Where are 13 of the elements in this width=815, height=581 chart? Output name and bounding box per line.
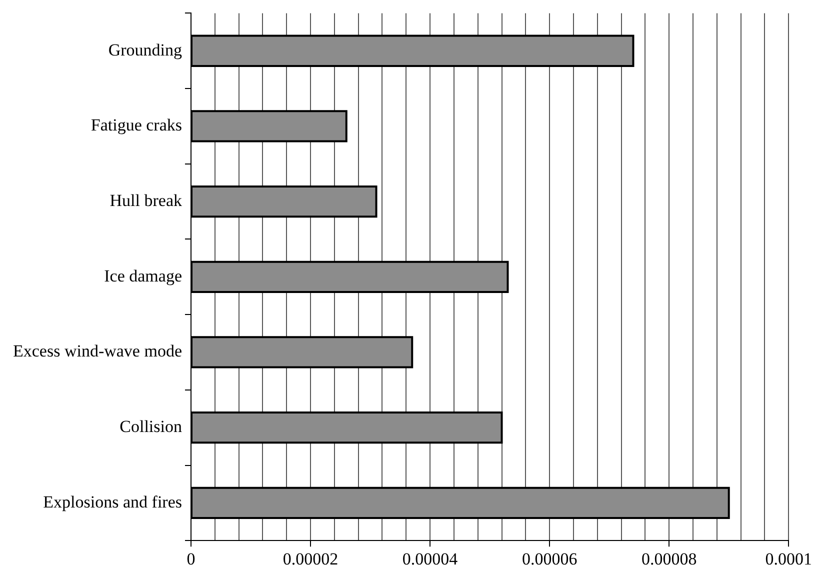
y-tick-label: Excess wind-wave mode [12,342,182,361]
x-tick-label: 0.00004 [402,549,458,568]
y-tick-label: Fatigue craks [90,116,182,135]
y-tick-label: Grounding [108,40,182,60]
x-tick-label: 0.00006 [522,549,578,568]
y-tick-label: Ice damage [104,266,182,286]
x-tick-label: 0 [186,549,196,568]
y-tick-label: Explosions and fires [43,492,182,512]
y-tick-label: Hull break [110,191,182,210]
x-tick-label: 0.00008 [641,549,697,568]
y-tick-label: Collision [120,417,182,436]
x-tick-label: 0.0001 [765,549,812,568]
x-tick-label: 0.00002 [282,549,338,568]
